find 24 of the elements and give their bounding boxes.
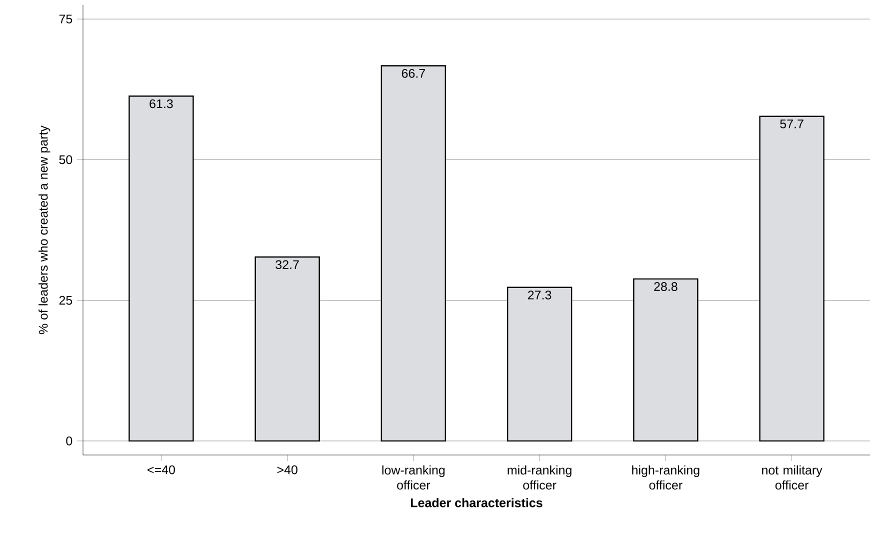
y-tick-label: 75 xyxy=(59,14,72,24)
data-label: 61.3 xyxy=(150,99,173,108)
x-axis-title: Leader characteristics xyxy=(410,498,542,508)
data-label: 32.7 xyxy=(276,260,299,270)
data-label: 28.8 xyxy=(654,282,678,291)
bar xyxy=(633,278,698,442)
y-tick-label: 25 xyxy=(59,296,72,305)
bar xyxy=(380,65,446,442)
x-tick-label: >40 xyxy=(277,465,298,474)
bar xyxy=(506,286,572,442)
bar xyxy=(759,116,824,442)
y-tick-label: 50 xyxy=(59,155,72,164)
data-label: 66.7 xyxy=(402,68,425,78)
x-tick-label: mid-ranking officer xyxy=(508,465,572,490)
data-label: 27.3 xyxy=(528,290,552,300)
bar xyxy=(128,96,194,442)
data-label: 57.7 xyxy=(780,120,804,128)
x-tick-label: not military officer xyxy=(762,465,822,490)
x-tick-label: low-ranking officer xyxy=(382,465,445,490)
bar xyxy=(254,256,320,442)
y-axis-title: % of leaders who created a new party xyxy=(38,126,50,334)
y-tick-label: 0 xyxy=(66,436,72,446)
x-tick-label: <=40 xyxy=(148,465,175,474)
x-tick-label: high-ranking officer xyxy=(632,465,700,490)
